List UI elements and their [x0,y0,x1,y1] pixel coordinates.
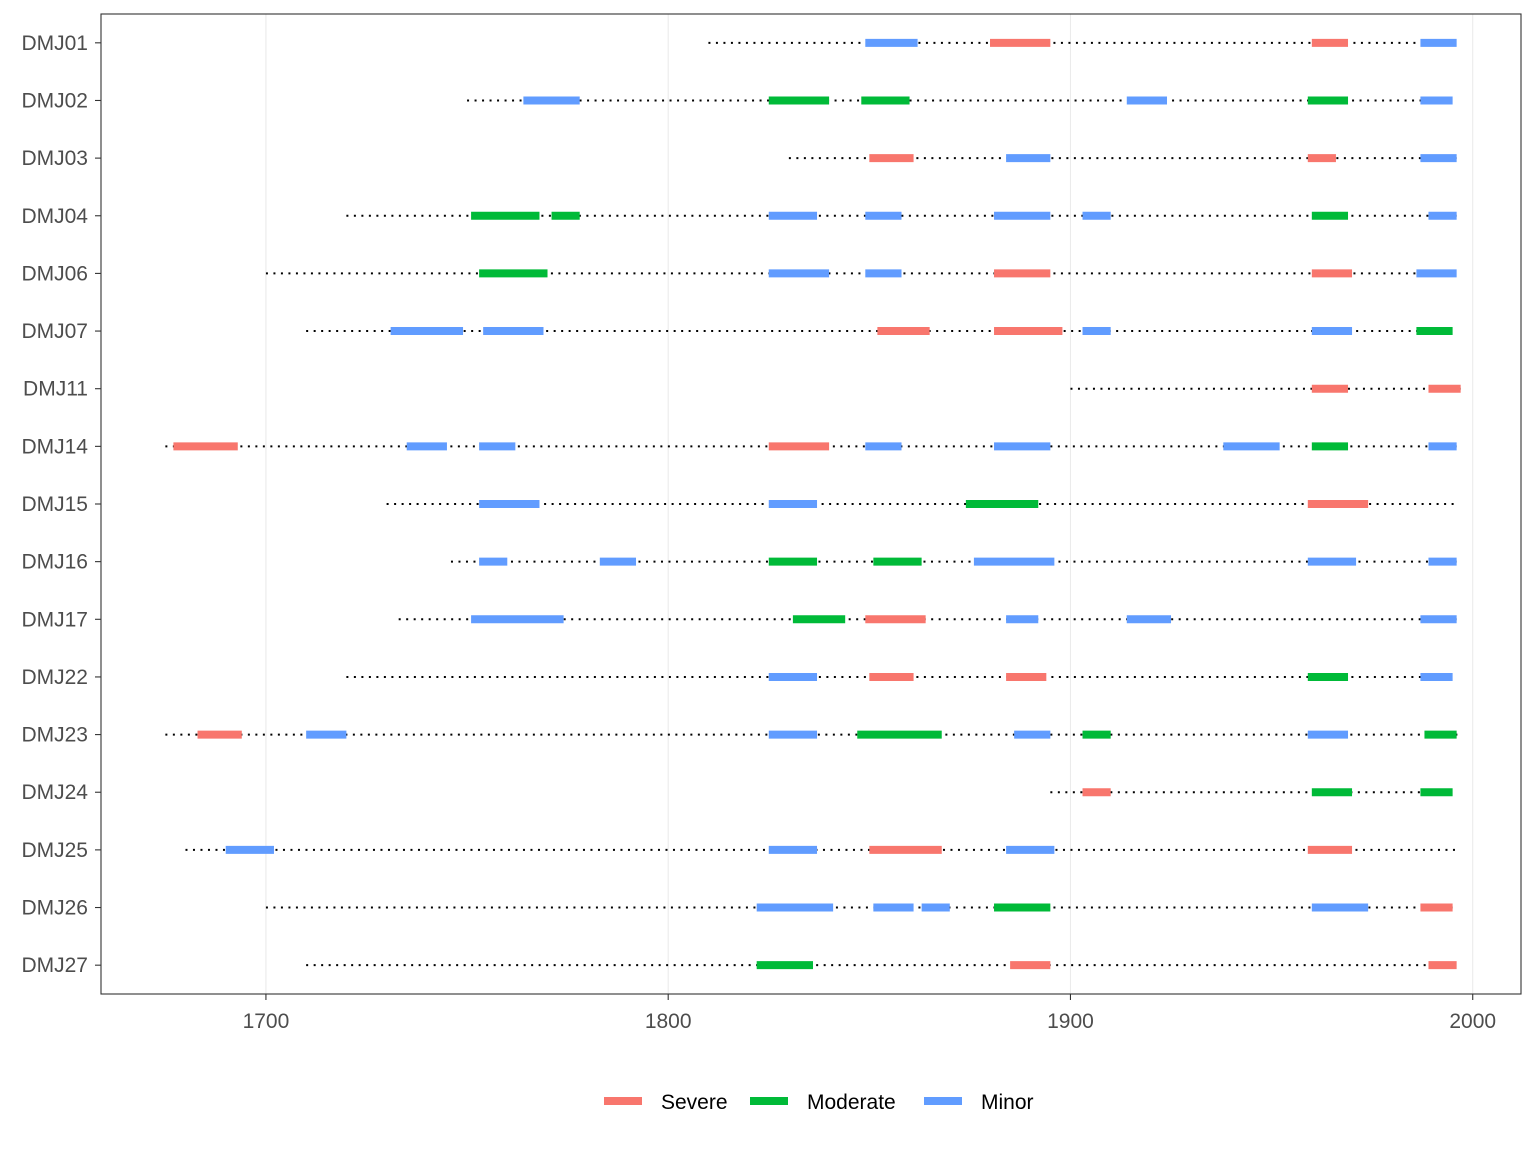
y-tick-label: DMJ23 [21,724,88,747]
y-tick-label: DMJ04 [21,205,88,228]
y-tick-label: DMJ17 [21,608,88,631]
y-tick-label: DMJ02 [21,89,88,112]
legend-label-moderate: Moderate [807,1091,896,1114]
event-segments [173,38,1461,970]
x-tick-label: 1800 [645,1010,692,1033]
y-tick-label: DMJ14 [21,435,88,458]
y-tick-label: DMJ03 [21,147,88,170]
y-tick-label: DMJ06 [21,262,88,285]
y-tick-label: DMJ22 [21,666,88,689]
x-tick-label: 1700 [243,1010,290,1033]
y-tick-label: DMJ11 [23,378,88,401]
y-tick-label: DMJ27 [21,954,88,977]
legend: Severe Moderate Minor [604,1091,1034,1114]
y-tick-label: DMJ26 [21,897,88,920]
axes: DMJ27 DMJ26 DMJ25 DMJ24 DMJ23 DMJ22 DMJ17 DMJ16… [21,32,1496,1033]
legend-label-severe: Severe [661,1091,728,1114]
y-tick-label: DMJ25 [21,839,88,862]
x-tick-label: 2000 [1449,1010,1496,1033]
y-tick-label: DMJ01 [21,32,88,55]
y-tick-label: DMJ07 [21,320,88,343]
y-tick-label: DMJ24 [21,781,88,804]
x-tick-label: 1900 [1047,1010,1094,1033]
legend-label-minor: Minor [981,1091,1034,1114]
y-tick-label: DMJ16 [21,551,88,574]
y-tick-label: DMJ15 [21,493,88,516]
